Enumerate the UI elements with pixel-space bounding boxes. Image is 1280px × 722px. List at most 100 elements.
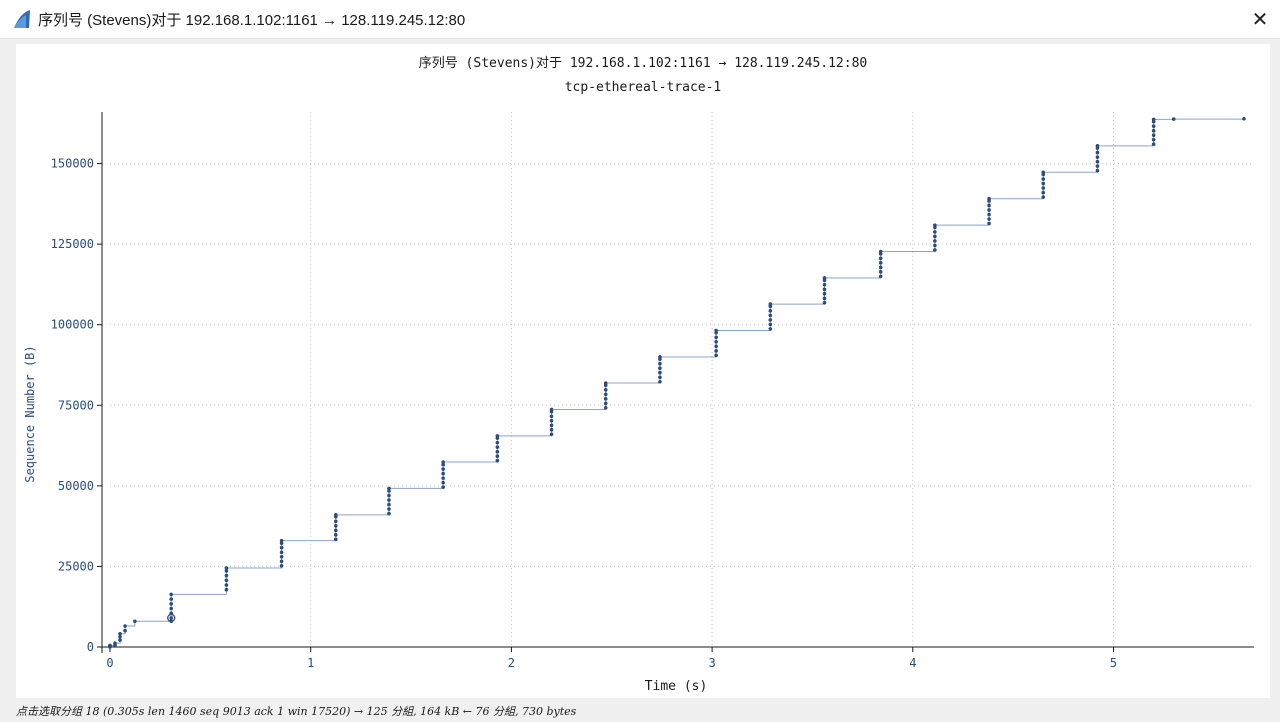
data-point[interactable] <box>1095 155 1100 159</box>
data-point[interactable] <box>279 545 284 550</box>
data-point[interactable] <box>1041 190 1046 195</box>
data-point[interactable] <box>333 537 338 542</box>
data-point[interactable] <box>387 502 391 507</box>
data-point[interactable] <box>169 616 174 620</box>
data-point[interactable] <box>987 221 991 226</box>
data-point[interactable] <box>1095 150 1100 155</box>
data-point[interactable] <box>878 270 883 274</box>
data-point[interactable] <box>658 375 662 380</box>
data-point[interactable] <box>495 449 500 454</box>
data-point[interactable] <box>118 634 122 639</box>
data-point[interactable] <box>658 355 662 359</box>
data-point[interactable] <box>822 296 827 301</box>
data-point[interactable] <box>1151 124 1156 128</box>
data-point[interactable] <box>768 327 773 331</box>
data-point[interactable] <box>1041 186 1046 190</box>
data-point[interactable] <box>333 528 338 533</box>
data-point[interactable] <box>822 282 827 287</box>
data-point[interactable] <box>714 344 718 349</box>
data-point[interactable] <box>1041 195 1046 199</box>
data-point[interactable] <box>714 339 718 344</box>
data-point[interactable] <box>118 638 122 642</box>
data-point[interactable] <box>224 573 229 578</box>
data-point[interactable] <box>441 485 445 489</box>
data-point[interactable] <box>933 239 937 243</box>
data-point[interactable] <box>549 414 554 419</box>
data-point[interactable] <box>1151 117 1156 122</box>
data-point[interactable] <box>878 265 883 270</box>
data-point[interactable] <box>441 471 445 476</box>
data-point[interactable] <box>549 432 554 437</box>
data-point[interactable] <box>1095 168 1100 173</box>
data-point[interactable] <box>987 208 991 212</box>
data-point[interactable] <box>768 302 773 306</box>
data-point[interactable] <box>441 460 445 464</box>
data-point[interactable] <box>878 256 883 261</box>
data-point[interactable] <box>279 550 284 555</box>
data-point[interactable] <box>387 493 391 498</box>
data-point[interactable] <box>1041 177 1046 181</box>
data-point[interactable] <box>279 538 284 543</box>
data-point[interactable] <box>1095 144 1100 148</box>
data-point[interactable] <box>658 370 662 375</box>
data-point[interactable] <box>933 223 937 227</box>
data-point[interactable] <box>549 423 554 428</box>
data-point[interactable] <box>822 300 827 305</box>
data-point[interactable] <box>495 458 500 463</box>
data-point[interactable] <box>714 328 718 333</box>
data-point[interactable] <box>333 519 338 524</box>
data-point[interactable] <box>495 440 500 445</box>
close-button[interactable]: ✕ <box>1251 7 1269 31</box>
data-point[interactable] <box>768 309 773 313</box>
data-point[interactable] <box>1095 164 1100 168</box>
data-point[interactable] <box>933 243 937 248</box>
data-point[interactable] <box>987 203 991 208</box>
data-point[interactable] <box>987 212 991 217</box>
data-point[interactable] <box>441 480 445 485</box>
data-point[interactable] <box>169 597 174 601</box>
data-point[interactable] <box>387 489 391 493</box>
data-point[interactable] <box>768 313 773 318</box>
data-point[interactable] <box>549 407 554 412</box>
data-point[interactable] <box>279 559 284 564</box>
data-point[interactable] <box>441 467 445 471</box>
data-point[interactable] <box>987 196 991 201</box>
data-point[interactable] <box>169 592 174 597</box>
data-point[interactable] <box>714 335 718 340</box>
data-point[interactable] <box>658 366 662 371</box>
selected-point-marker[interactable] <box>167 613 176 623</box>
data-point[interactable] <box>658 361 662 366</box>
data-point[interactable] <box>878 261 883 265</box>
data-point[interactable] <box>1151 133 1156 138</box>
data-point[interactable] <box>495 445 500 449</box>
data-point[interactable] <box>113 641 117 646</box>
data-point[interactable] <box>279 541 284 546</box>
data-point[interactable] <box>603 381 608 385</box>
data-point[interactable] <box>108 643 112 648</box>
data-point[interactable] <box>169 606 174 611</box>
data-point[interactable] <box>1242 116 1246 121</box>
data-point[interactable] <box>279 563 284 568</box>
data-point[interactable] <box>1041 181 1046 186</box>
data-point[interactable] <box>1095 159 1100 164</box>
data-point[interactable] <box>987 217 991 221</box>
data-point[interactable] <box>1151 142 1156 147</box>
data-point[interactable] <box>169 602 174 606</box>
data-point[interactable] <box>123 624 127 628</box>
data-point[interactable] <box>118 631 122 636</box>
data-point[interactable] <box>768 318 773 322</box>
data-point[interactable] <box>714 349 718 353</box>
data-point[interactable] <box>333 533 338 537</box>
data-point[interactable] <box>387 486 391 491</box>
data-point[interactable] <box>878 274 883 279</box>
data-point[interactable] <box>387 507 391 511</box>
data-point[interactable] <box>224 566 229 570</box>
data-point[interactable] <box>603 406 608 410</box>
data-point[interactable] <box>549 427 554 432</box>
data-point[interactable] <box>822 287 827 292</box>
data-point[interactable] <box>333 524 338 528</box>
data-point[interactable] <box>441 476 445 480</box>
data-points[interactable] <box>108 116 1246 649</box>
data-point[interactable] <box>1171 117 1176 121</box>
data-point[interactable] <box>1151 128 1156 133</box>
